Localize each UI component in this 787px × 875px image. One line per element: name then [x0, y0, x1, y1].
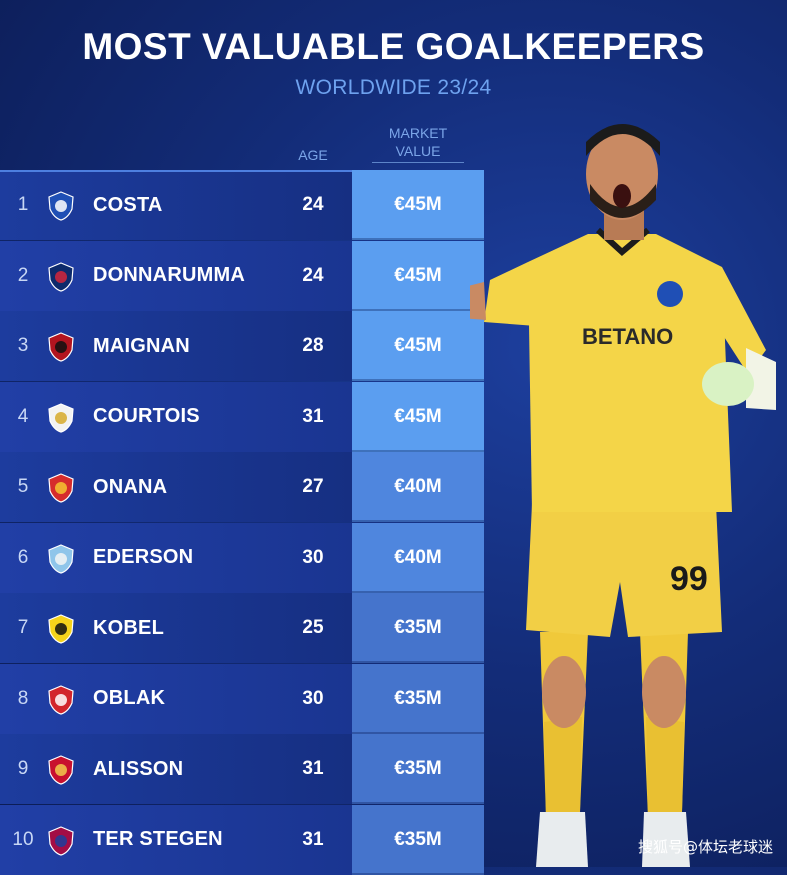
column-header-divider: [372, 162, 464, 163]
player-name: OBLAK: [93, 687, 166, 709]
goalkeeper-illustration: 99 BETANO: [470, 124, 776, 867]
rank-number: 2: [17, 264, 29, 286]
player-age: 31: [302, 405, 324, 427]
table-row: 9 ALISSON 31 €35M: [0, 734, 484, 804]
rank-number: 6: [17, 546, 29, 568]
ac-milan-crest-icon: [48, 332, 74, 362]
player-name: DONNARUMMA: [93, 264, 245, 286]
player-name: KOBEL: [93, 616, 164, 639]
market-value-cell: €45M: [352, 381, 484, 452]
player-age: 31: [302, 828, 324, 850]
market-value-cell: €40M: [352, 522, 484, 593]
market-value-cell: €35M: [352, 663, 484, 734]
page-title: MOST VALUABLE GOALKEEPERS: [82, 26, 705, 67]
player-age: 25: [302, 617, 324, 638]
player-name: ALISSON: [93, 757, 184, 780]
player-age: 27: [302, 476, 324, 497]
market-value-cell: €45M: [352, 240, 484, 311]
market-value-cell: €35M: [352, 593, 484, 663]
real-madrid-crest-icon: [48, 402, 74, 433]
player-name: TER STEGEN: [93, 828, 223, 850]
player-age: 28: [302, 335, 324, 356]
player-name: ONANA: [93, 475, 168, 498]
rank-number: 3: [17, 335, 29, 356]
watermark: 搜狐号@体坛老球迷: [637, 838, 773, 856]
rank-number: 10: [12, 828, 34, 850]
table-row: 3 MAIGNAN 28 €45M: [0, 311, 484, 381]
table-row: 1 COSTA 24 €45M: [0, 170, 484, 240]
table-row: 10 TER STEGEN 31 €35M: [0, 804, 484, 875]
player-name: MAIGNAN: [93, 334, 190, 357]
column-header-market-value: MARKET VALUE: [360, 124, 476, 160]
psg-crest-icon: [48, 261, 74, 292]
market-value-cell: €40M: [352, 452, 484, 522]
market-value-cell: €35M: [352, 734, 484, 804]
player-name: EDERSON: [93, 546, 194, 568]
rank-number: 7: [17, 617, 29, 638]
dortmund-crest-icon: [48, 614, 74, 644]
rank-number: 4: [17, 405, 29, 427]
rank-number: 1: [17, 194, 29, 215]
column-header-age: AGE: [298, 147, 328, 163]
svg-text:BETANO: BETANO: [582, 324, 673, 349]
liverpool-crest-icon: [48, 755, 74, 785]
svg-text:99: 99: [670, 560, 708, 598]
table-row: 5 ONANA 27 €40M: [0, 452, 484, 522]
page-subtitle: WORLDWIDE 23/24: [295, 76, 492, 99]
rank-number: 9: [17, 758, 29, 779]
rank-number: 5: [17, 476, 29, 497]
player-name: COSTA: [93, 193, 163, 216]
column-header-market-value-text: MARKET VALUE: [388, 125, 448, 159]
table-row: 8 OBLAK 30 €35M: [0, 663, 484, 734]
player-age: 24: [302, 264, 324, 286]
player-age: 24: [302, 194, 324, 215]
rank-number: 8: [17, 687, 29, 709]
table-row: 2 DONNARUMMA 24 €45M: [0, 240, 484, 311]
player-age: 30: [302, 546, 324, 568]
porto-crest-icon: [48, 191, 74, 221]
player-age: 30: [302, 687, 324, 709]
table-row: 7 KOBEL 25 €35M: [0, 593, 484, 663]
table-row: 6 EDERSON 30 €40M: [0, 522, 484, 593]
man-united-crest-icon: [48, 473, 74, 503]
player-age: 31: [302, 758, 324, 779]
market-value-cell: €45M: [352, 170, 484, 240]
table-row: 4 COURTOIS 31 €45M: [0, 381, 484, 452]
barcelona-crest-icon: [48, 825, 74, 856]
man-city-crest-icon: [48, 543, 74, 574]
atletico-crest-icon: [48, 684, 74, 715]
player-name: COURTOIS: [93, 405, 200, 427]
market-value-cell: €35M: [352, 804, 484, 875]
market-value-cell: €45M: [352, 311, 484, 381]
